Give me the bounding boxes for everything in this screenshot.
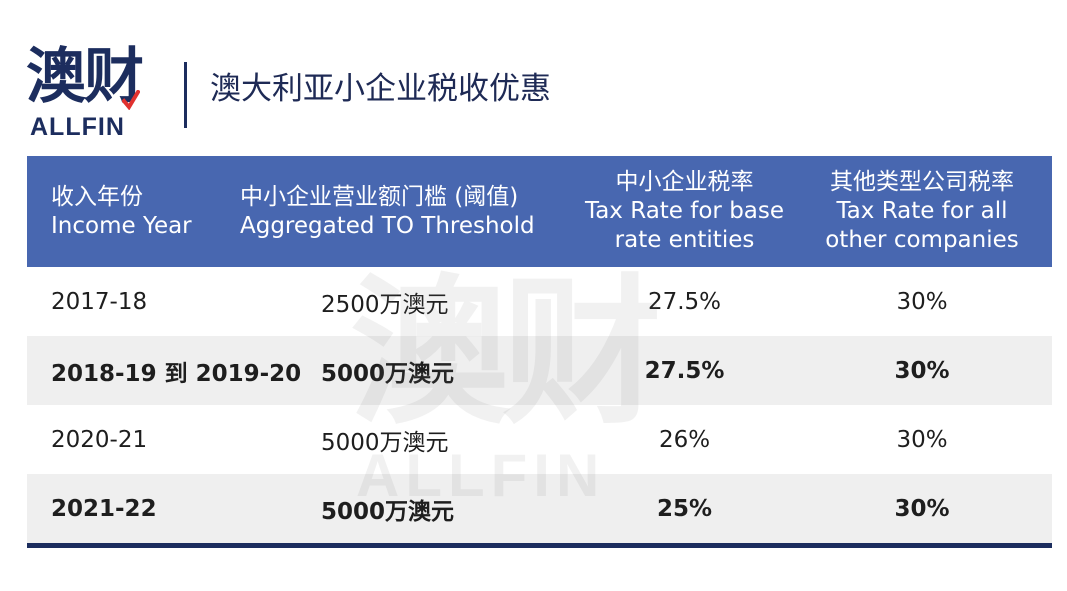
cell-other-rate: 30% [894, 495, 950, 522]
table-row: 2018-19 到 2019-20 5000万澳元 27.5% 30% [27, 336, 1052, 405]
cell-base-rate: 27.5% [644, 357, 725, 384]
header-label-cn: 收入年份 [51, 183, 143, 210]
table-row: 2020-21 5000万澳元 26% 30% [27, 405, 1052, 474]
allfin-logo: 澳财 ALLFIN [26, 44, 156, 140]
cell-base-rate: 26% [658, 426, 711, 453]
header-other-rate: 其他类型公司税率 Tax Rate for all other companie… [807, 156, 1037, 267]
table-header: 收入年份 Income Year 中小企业营业额门槛 (阈值) Aggregat… [27, 156, 1052, 267]
check-mark-icon [122, 90, 140, 110]
cell-threshold: 5000万澳元 [321, 429, 449, 456]
header-label-cn: 其他类型公司税率 [830, 169, 1014, 195]
header-label-en: rate entities [614, 227, 755, 253]
page-title: 澳大利亚小企业税收优惠 [210, 71, 551, 107]
logo-english-text: ALLFIN [30, 113, 125, 141]
header-label-en: Aggregated TO Threshold [240, 212, 535, 239]
table-bottom-rule [27, 543, 1052, 548]
header-label-cn: 中小企业营业额门槛 (阈值) [240, 183, 519, 210]
cell-income-year: 2017-18 [51, 288, 148, 315]
cell-other-rate: 30% [896, 426, 948, 453]
cell-income-year: 2020-21 [51, 426, 148, 453]
header-label-en: other companies [825, 227, 1019, 253]
cell-threshold: 5000万澳元 [321, 360, 455, 387]
table-row: 2017-18 2500万澳元 27.5% 30% [27, 267, 1052, 336]
header-base-rate: 中小企业税率 Tax Rate for base rate entities [572, 156, 797, 267]
cell-base-rate: 27.5% [647, 288, 722, 315]
cell-threshold: 5000万澳元 [321, 498, 455, 525]
header-label-en: Tax Rate for all [836, 198, 1008, 224]
header-label-en: Tax Rate for base [584, 198, 785, 224]
cell-threshold: 2500万澳元 [321, 291, 449, 318]
header-threshold: 中小企业营业额门槛 (阈值) Aggregated TO Threshold [240, 156, 550, 267]
header-label-cn: 中小企业税率 [615, 169, 754, 195]
header-divider [184, 62, 187, 128]
table-row: 2021-22 5000万澳元 25% 30% [27, 474, 1052, 543]
cell-income-year: 2021-22 [51, 495, 157, 522]
header-income-year: 收入年份 Income Year [51, 156, 251, 267]
header-label-en: Income Year [51, 212, 192, 239]
tax-rate-table: 收入年份 Income Year 中小企业营业额门槛 (阈值) Aggregat… [27, 156, 1052, 549]
cell-income-year: 2018-19 到 2019-20 [51, 360, 302, 387]
page-header: 澳财 ALLFIN 澳大利亚小企业税收优惠 [0, 0, 1067, 150]
cell-base-rate: 25% [656, 495, 713, 522]
cell-other-rate: 30% [894, 357, 950, 384]
cell-other-rate: 30% [896, 288, 948, 315]
